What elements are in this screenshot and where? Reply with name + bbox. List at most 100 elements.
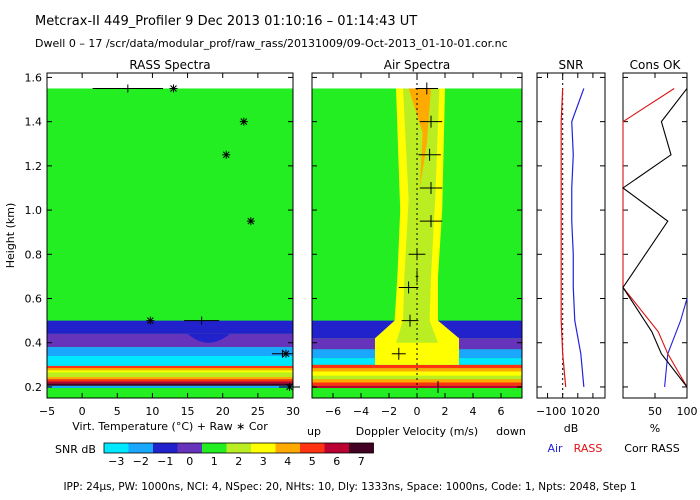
colorbar-tick-label: 4 (284, 455, 291, 468)
x-tick-label: 0 (414, 405, 421, 418)
cor-point (285, 382, 294, 391)
colorbar-tick-label: 7 (358, 455, 365, 468)
colorbar-cell (177, 443, 202, 453)
colorbar-tick-label: 1 (211, 455, 218, 468)
y-tick-label: 1.2 (25, 160, 43, 173)
x-axis-label-down: down (496, 425, 526, 438)
spectra-band (47, 370, 293, 373)
x-tick-label: 10 (571, 405, 585, 418)
plot-frame (622, 72, 688, 399)
x-tick-label: 25 (251, 405, 265, 418)
cor-point (246, 217, 255, 226)
spectra-band (47, 381, 293, 384)
plot-frame (46, 72, 294, 399)
spectra-band (47, 385, 293, 389)
colorbar-tick-label: 5 (309, 455, 316, 468)
spectra-band (47, 333, 293, 348)
colorbar-cell (349, 443, 374, 453)
panel-title: Air Spectra (384, 58, 451, 72)
cor-point (169, 84, 178, 93)
cons-series-rass (622, 88, 688, 388)
x-axis-label: Doppler Velocity (m/s) (356, 425, 478, 438)
spectra-band (47, 388, 293, 398)
legend-corr-rass: Corr RASS (624, 442, 679, 455)
colorbar-tick-label: 6 (333, 455, 340, 468)
air-spectra-panel: Air Spectra −6 −4 −2 0 2 4 6 Doppler Velocity (m… (307, 58, 526, 438)
y-tick-label: 1.0 (25, 204, 43, 217)
y-tick-label: 1.6 (25, 71, 43, 84)
cor-point (146, 316, 155, 325)
x-tick-label: 0 (79, 405, 86, 418)
spectra-band (47, 383, 293, 386)
spectra-band (47, 368, 293, 371)
snr-series-rass (560, 88, 567, 388)
spectra-band (47, 376, 293, 380)
colorbar-cell (104, 443, 129, 453)
radar-parameters: IPP: 24µs, PW: 1000ns, NCI: 4, NSpec: 20… (63, 481, 636, 493)
figure-title: Metcrax-II 449_Profiler 9 Dec 2013 01:10… (35, 14, 417, 29)
y-tick-label: 0.2 (25, 381, 43, 394)
panel-title: SNR (559, 58, 584, 72)
colorbar-cell (300, 443, 325, 453)
x-tick-label: 0 (559, 405, 566, 418)
y-tick-label: 0.6 (25, 293, 43, 306)
x-axis-label: % (650, 422, 660, 435)
cons-series-air (664, 298, 688, 387)
x-axis-label-up: up (307, 425, 321, 438)
x-axis-label: dB (564, 422, 579, 435)
air-signal-orange (408, 88, 431, 188)
cor-point (239, 117, 248, 126)
spectra-band (187, 333, 230, 343)
spectra-band (47, 365, 293, 369)
spectra-band (312, 385, 522, 389)
x-tick-label: 50 (648, 405, 662, 418)
x-tick-label: 6 (498, 405, 505, 418)
spectra-band (47, 320, 293, 334)
colorbar-cell (153, 443, 178, 453)
spectra-band (47, 355, 293, 366)
legend-air: Air (547, 442, 563, 455)
spectra-band (312, 375, 522, 380)
colorbar-cell (226, 443, 251, 453)
colorbar-cell (275, 443, 300, 453)
spectra-band (312, 379, 522, 383)
cor-point (222, 150, 231, 159)
legend-rass: RASS (574, 442, 603, 455)
air-signal-lime (396, 88, 440, 343)
colorbar-cell (251, 443, 276, 453)
colorbar-tick-label: 3 (260, 455, 267, 468)
x-tick-label: −2 (381, 405, 397, 418)
y-axis-label: Height (km) (4, 203, 17, 269)
x-tick-label: 4 (470, 405, 477, 418)
y-tick-label: 0.8 (25, 248, 43, 261)
dwell-line: Dwell 0 – 17 /scr/data/modular_prof/raw_… (35, 37, 508, 50)
panel-title: RASS Spectra (129, 58, 210, 72)
colorbar-tick-label: −1 (157, 455, 173, 468)
rass-spectra-panel: RASS Spectra −5 0 5 10 15 20 25 30 0.2 0.4 0.6 0.8 1.… (4, 58, 301, 433)
snr-series-air (571, 88, 585, 388)
colorbar-tick-label: 2 (235, 455, 242, 468)
x-tick-label: 10 (145, 405, 159, 418)
x-tick-label: 30 (286, 405, 300, 418)
panel-title: Cons OK (630, 58, 682, 72)
spectra-band (312, 364, 522, 369)
colorbar-cell (128, 443, 153, 453)
cons-ok-panel: Cons OK 50 100% Corr RASS (622, 58, 698, 455)
x-tick-label: 20 (586, 405, 600, 418)
plot-frame (536, 72, 606, 399)
snr-colorbar: SNR dB −3 −2 −1 0 1 2 3 4 5 6 7 (55, 442, 374, 468)
cons-series-corr (622, 88, 688, 388)
colorbar-cell (202, 443, 227, 453)
x-tick-label: −10 (536, 405, 559, 418)
colorbar-tick-label: −2 (133, 455, 149, 468)
x-tick-label: 100 (677, 405, 698, 418)
x-tick-label: 15 (181, 405, 195, 418)
colorbar-label: SNR dB (55, 443, 96, 456)
x-axis-label: Virt. Temperature (°C) + Raw ∗ Cor (72, 420, 268, 433)
x-tick-label: 20 (216, 405, 230, 418)
x-tick-label: −6 (325, 405, 341, 418)
y-tick-label: 0.4 (25, 337, 43, 350)
spectra-band (47, 347, 293, 356)
